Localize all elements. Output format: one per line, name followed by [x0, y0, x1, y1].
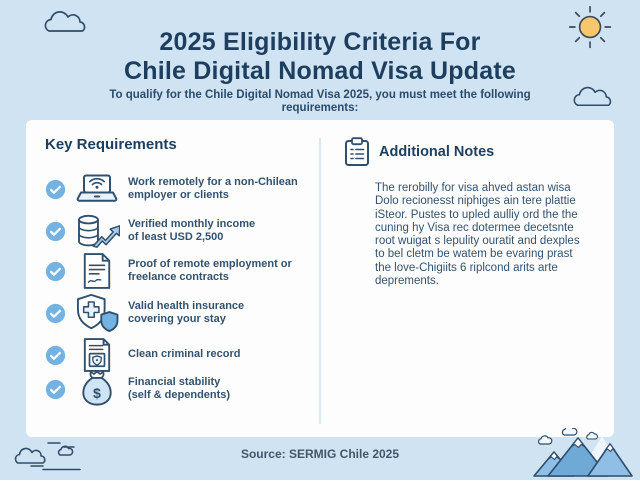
page-subtitle: To qualify for the Chile Digital Nomad V… — [109, 89, 531, 114]
requirement-item: Work remotely for a non-Chilean employer… — [45, 168, 317, 210]
clipboard-icon — [344, 137, 370, 167]
page-title-line2: Chile Digital Nomad Visa Update — [124, 57, 516, 85]
income-growth-icon — [74, 213, 120, 249]
check-icon — [45, 261, 66, 282]
vertical-divider — [319, 138, 321, 424]
money-bag-icon: $ — [74, 369, 120, 409]
contract-document-icon — [74, 252, 120, 290]
requirement-item: Valid health insurance covering your sta… — [45, 292, 317, 334]
check-icon — [45, 179, 66, 200]
requirement-item: $ Financial stability (self & dependents… — [45, 368, 317, 410]
check-icon — [45, 379, 66, 400]
svg-text:$: $ — [93, 386, 101, 402]
requirement-item: Proof of remote employment or freelance … — [45, 250, 317, 292]
source-text: Source: SERMIG Chile 2025 — [240, 447, 400, 461]
additional-notes-heading: Additional Notes — [379, 144, 495, 160]
requirement-text: Verified monthly income of least USD 2,5… — [128, 217, 256, 244]
requirement-text: Financial stability (self & dependents) — [128, 375, 231, 402]
check-icon — [45, 345, 66, 366]
health-insurance-icon — [74, 293, 120, 333]
clouds-wind-icon — [10, 438, 102, 474]
cloud-icon — [42, 8, 98, 34]
requirement-text: Proof of remote employment or freelance … — [128, 257, 292, 284]
content-card: Key Requirements Work remotely for a non… — [26, 120, 614, 437]
mountains-icon — [530, 425, 634, 478]
requirement-item: Clean criminal record — [45, 334, 317, 376]
sun-icon — [564, 2, 614, 52]
requirement-text: Valid health insurance covering your sta… — [128, 299, 245, 326]
additional-notes-body: The rerobilly for visa ahved astan wisa … — [375, 182, 580, 288]
criminal-record-icon — [74, 337, 120, 373]
requirement-item: Verified monthly income of least USD 2,5… — [45, 210, 317, 252]
laptop-wifi-icon — [74, 173, 120, 205]
check-icon — [45, 303, 66, 324]
cloud-icon — [568, 84, 626, 108]
additional-notes-header: Additional Notes — [344, 137, 494, 167]
requirement-text: Clean criminal record — [128, 348, 241, 361]
key-requirements-heading: Key Requirements — [45, 136, 177, 153]
check-icon — [45, 221, 66, 242]
page-title: 2025 Eligibility Criteria For Chile Digi… — [0, 28, 640, 86]
requirement-text: Work remotely for a non-Chilean employer… — [128, 175, 298, 202]
page-title-line1: 2025 Eligibility Criteria For — [159, 28, 481, 56]
